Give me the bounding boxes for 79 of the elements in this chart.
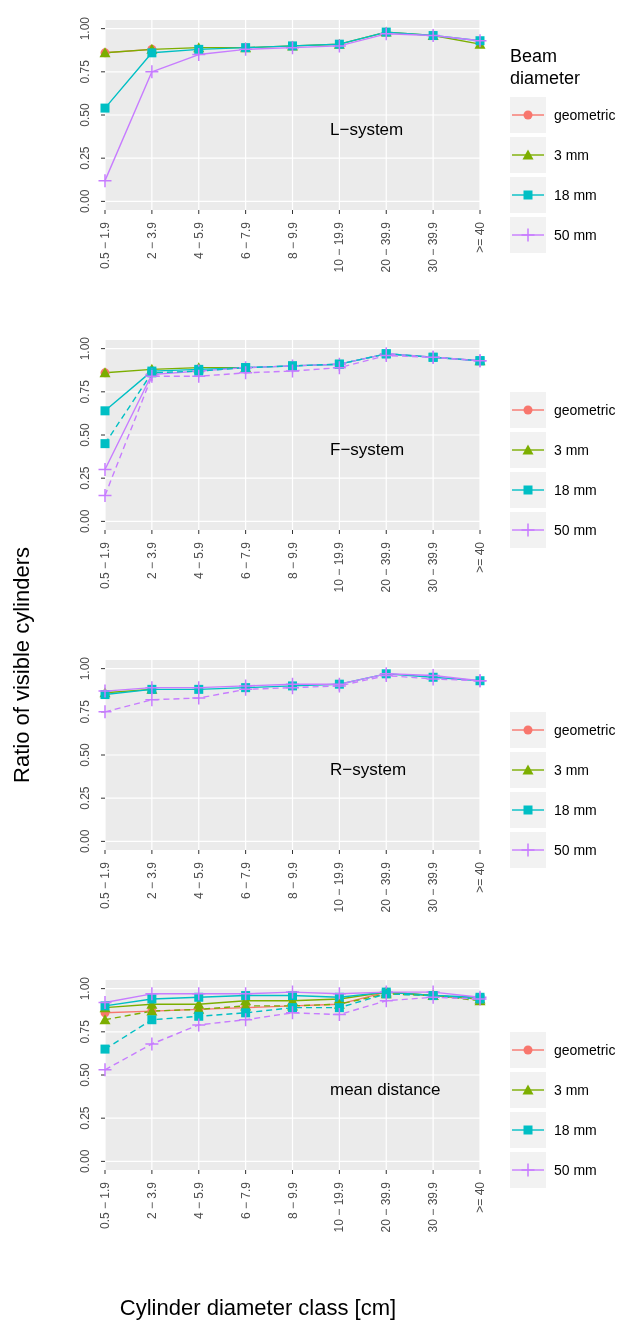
y-tick-label: 0.50 [78,1063,92,1087]
x-tick-label: 0.5 − 1.9 [98,541,112,590]
y-tick-label: 0.50 [78,423,92,447]
y-tick-label: 0.25 [78,786,92,810]
y-tick-label: 0.00 [78,189,92,214]
legend-label: 18 mm [554,802,597,818]
y-tick-label: 0.75 [78,699,92,724]
annotation: L−system [330,120,404,140]
y-tick-label: 0.75 [78,59,92,84]
legend-label: 3 mm [554,1082,589,1098]
y-tick-label: 1.00 [78,336,92,361]
y-tick-label: 0.75 [78,379,92,404]
x-tick-label: 10 − 19.9 [332,221,347,273]
x-tick-label: 0.5 − 1.9 [98,221,112,270]
y-tick-label: 1.00 [78,16,92,41]
legend-label: 3 mm [554,442,589,458]
x-tick-label: 6 − 7.9 [238,861,253,900]
x-tick-label: >= 40 [473,221,487,253]
x-tick-label: 20 − 39.9 [379,1181,394,1233]
legend-label: 18 mm [554,482,597,498]
y-tick-label: 0.25 [78,1106,92,1130]
y-tick-label: 0.25 [78,466,92,490]
y-tick-label: 0.50 [78,743,92,767]
x-tick-label: 30 − 39.9 [426,221,441,273]
x-tick-label: 2 − 3.9 [144,541,159,580]
x-tick-label: >= 40 [473,861,487,893]
legend-label: geometric [554,402,616,418]
x-tick-label: 4 − 5.9 [191,861,206,900]
legend-label: geometric [554,107,616,123]
legend-label: 50 mm [554,842,597,858]
y-tick-label: 0.50 [78,103,92,127]
y-tick-label: 0.00 [78,829,92,854]
y-tick-label: 1.00 [78,656,92,681]
x-tick-label: 20 − 39.9 [379,861,394,913]
x-tick-label: 4 − 5.9 [191,541,206,580]
annotation: R−system [330,760,407,780]
x-tick-label: 0.5 − 1.9 [98,1181,112,1230]
legend-label: 18 mm [554,187,597,203]
legend-label: geometric [554,722,616,738]
y-tick-label: 0.00 [78,509,92,534]
x-tick-label: 6 − 7.9 [238,1181,253,1220]
legend-label: 50 mm [554,1162,597,1178]
x-tick-label: >= 40 [473,541,487,573]
x-tick-label: 2 − 3.9 [144,221,159,260]
y-tick-label: 1.00 [78,976,92,1001]
annotation: F−system [330,440,405,460]
x-tick-label: 30 − 39.9 [426,861,441,913]
legend-label: 50 mm [554,227,597,243]
y-tick-label: 0.00 [78,1149,92,1174]
annotation: mean distance [330,1080,441,1100]
x-tick-label: 4 − 5.9 [191,1181,206,1220]
y-axis-title: Ratio of visible cylinders [9,547,35,783]
x-tick-label: 8 − 9.9 [285,541,300,580]
y-tick-label: 0.25 [78,146,92,170]
x-tick-label: 2 − 3.9 [144,861,159,900]
x-tick-label: 6 − 7.9 [238,221,253,260]
legend-label: 3 mm [554,762,589,778]
x-tick-label: 10 − 19.9 [332,1181,347,1233]
x-tick-label: 8 − 9.9 [285,221,300,260]
x-tick-label: 8 − 9.9 [285,861,300,900]
x-tick-label: 0.5 − 1.9 [98,861,112,910]
x-tick-label: 20 − 39.9 [379,541,394,593]
legend-label: 3 mm [554,147,589,163]
legend-title: Beam diameter [510,45,582,89]
x-tick-label: 30 − 39.9 [426,541,441,593]
legend-label: geometric [554,1042,616,1058]
legend-label: 18 mm [554,1122,597,1138]
x-tick-label: 6 − 7.9 [238,541,253,580]
x-tick-label: 30 − 39.9 [426,1181,441,1233]
x-axis-title: Cylinder diameter class [cm] [119,1295,397,1321]
x-tick-label: 10 − 19.9 [332,541,347,593]
x-tick-label: 4 − 5.9 [191,221,206,260]
x-tick-label: 10 − 19.9 [332,861,347,913]
legend-label: 50 mm [554,522,597,538]
x-tick-label: 20 − 39.9 [379,221,394,273]
y-tick-label: 0.75 [78,1019,92,1044]
x-tick-label: >= 40 [473,1181,487,1213]
x-tick-label: 2 − 3.9 [144,1181,159,1220]
x-tick-label: 8 − 9.9 [285,1181,300,1220]
